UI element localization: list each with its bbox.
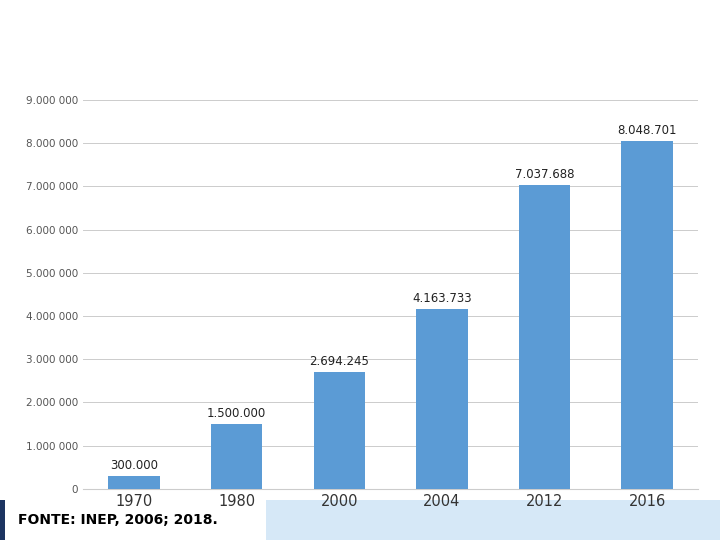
Text: EVOLUÇÃO DO NÚMERO MATRÍCULAS DE EDUCAÇÃO: EVOLUÇÃO DO NÚMERO MATRÍCULAS DE EDUCAÇÃ…	[85, 23, 635, 45]
Text: 300.000: 300.000	[110, 459, 158, 472]
Bar	[266, 500, 720, 540]
Bar	[314, 372, 365, 489]
Text: SUPERIOR NO BRASIL (1970-2016): SUPERIOR NO BRASIL (1970-2016)	[179, 62, 541, 82]
Bar	[621, 141, 672, 489]
Bar	[416, 309, 467, 489]
Text: 8.048.701: 8.048.701	[617, 124, 677, 137]
Text: FONTE: INEP, 2006; 2018.: FONTE: INEP, 2006; 2018.	[18, 513, 217, 526]
Bar	[211, 424, 262, 489]
Text: 7.037.688: 7.037.688	[515, 168, 575, 181]
Text: 2.694.245: 2.694.245	[310, 355, 369, 368]
Bar	[519, 185, 570, 489]
Text: 4.163.733: 4.163.733	[412, 292, 472, 305]
Bar	[109, 476, 160, 489]
Bar	[0, 500, 5, 540]
Text: 1.500.000: 1.500.000	[207, 407, 266, 420]
